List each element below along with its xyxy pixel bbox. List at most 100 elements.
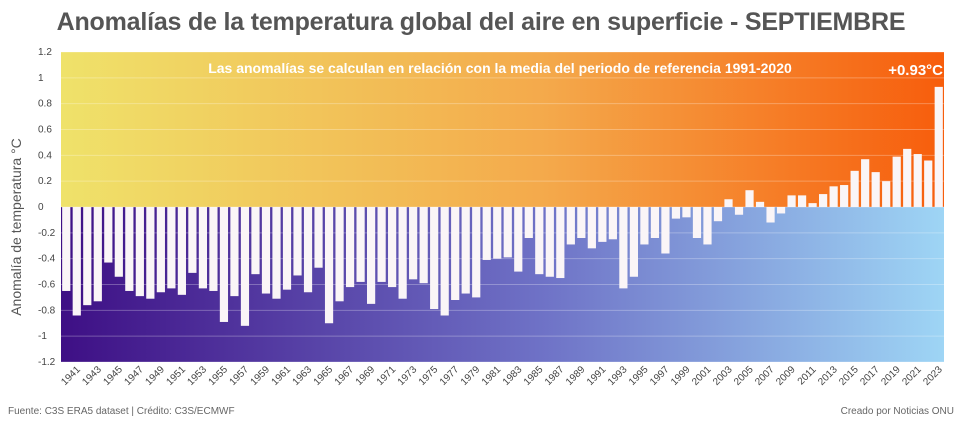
bar-1959: [261, 207, 271, 294]
x-tick-label: 1967: [333, 364, 357, 388]
bar-1985: [535, 207, 544, 275]
bar-1973: [409, 207, 418, 280]
bar-1945: [114, 207, 123, 277]
x-tick-label: 1989: [564, 364, 588, 388]
bar-2007: [766, 207, 775, 223]
x-tick-label: 2009: [774, 364, 798, 388]
x-tick-label: 1985: [522, 364, 546, 388]
x-tick-label: 2005: [732, 364, 756, 388]
x-tick-label: 1959: [249, 364, 273, 388]
bar-1967: [345, 207, 355, 288]
bar-1972: [398, 207, 407, 299]
bar-1955: [219, 207, 229, 322]
bar-2013: [829, 186, 838, 207]
bar-1996: [650, 207, 660, 238]
bar-1977: [451, 207, 460, 300]
y-axis-ticks: -1.2 -1 -0.8 -0.6 -0.4 -0.2 0 0.2 0.4 0.6 0.8 1 1.2: [38, 47, 56, 368]
x-tick-label: 1963: [291, 364, 315, 388]
bar-2006: [755, 201, 765, 207]
bar-1966: [335, 207, 344, 302]
bar-1947: [135, 207, 144, 297]
y-tick-label: 0.6: [38, 125, 52, 136]
x-tick-label: 1973: [396, 364, 420, 388]
x-tick-label: 1971: [375, 364, 399, 388]
bar-1963: [303, 207, 313, 293]
bar-1990: [587, 207, 596, 249]
y-axis-label: Anomalía de temperatura °C: [8, 138, 24, 316]
bar-2008: [776, 207, 786, 214]
x-tick-label: 2021: [900, 364, 924, 388]
bar-2005: [745, 190, 754, 207]
bar-1983: [514, 207, 523, 272]
bar-1970: [377, 207, 386, 282]
bar-1949: [156, 207, 165, 293]
x-tick-label: 1953: [186, 364, 210, 388]
bar-1950: [167, 207, 176, 289]
x-tick-label: 1947: [122, 364, 146, 388]
bar-1964: [314, 207, 323, 268]
bar-1951: [177, 207, 186, 295]
grid-lines: [61, 51, 944, 363]
bar-1982: [503, 207, 512, 258]
y-tick-label: -0.6: [38, 280, 56, 291]
bar-1965: [324, 207, 334, 324]
bar-2022: [924, 160, 933, 207]
x-tick-label: 1945: [101, 364, 125, 388]
bar-1984: [524, 207, 533, 238]
bar-1976: [440, 207, 449, 316]
footer-credit: Creado por Noticias ONU: [840, 406, 954, 417]
chart-title: Anomalías de la temperatura global del a…: [56, 8, 906, 36]
bars: [62, 86, 943, 326]
bar-1995: [640, 207, 649, 245]
x-tick-label: 1951: [164, 364, 188, 388]
y-tick-label: -1.2: [38, 357, 56, 368]
bar-2004: [734, 207, 744, 215]
bar-1980: [482, 207, 491, 260]
x-tick-label: 1987: [543, 364, 567, 388]
x-tick-label: 1949: [143, 364, 167, 388]
bar-1991: [598, 207, 607, 242]
bar-2002: [713, 207, 723, 222]
bar-2021: [913, 154, 922, 207]
y-tick-label: -0.8: [38, 305, 56, 316]
bar-1971: [388, 207, 397, 288]
x-tick-label: 2003: [711, 364, 735, 388]
x-tick-label: 1981: [480, 364, 504, 388]
bar-1993: [619, 207, 628, 289]
bar-1975: [430, 207, 439, 310]
bar-1969: [367, 207, 376, 304]
x-tick-label: 2007: [753, 364, 777, 388]
y-tick-label: 0: [38, 202, 44, 213]
x-tick-label: 1955: [207, 364, 231, 388]
bar-2020: [903, 148, 912, 207]
bar-1957: [240, 207, 250, 326]
y-tick-label: -1: [38, 331, 47, 342]
bar-2009: [787, 195, 796, 207]
y-tick-label: 1.2: [38, 47, 52, 58]
x-axis-ticks: 1941194319451947194919511953195519571959…: [59, 364, 945, 388]
bar-2011: [808, 203, 817, 207]
y-tick-label: 0.4: [38, 150, 52, 161]
x-tick-label: 1993: [606, 364, 630, 388]
x-tick-label: 1957: [228, 364, 252, 388]
bar-2014: [840, 185, 849, 207]
y-tick-label: 0.8: [38, 99, 52, 110]
x-tick-label: 1961: [270, 364, 294, 388]
bar-2000: [692, 207, 702, 238]
bar-2001: [703, 207, 712, 245]
x-tick-label: 1997: [648, 364, 672, 388]
y-tick-label: 1: [38, 73, 44, 84]
x-tick-label: 1977: [438, 364, 462, 388]
bar-1958: [251, 207, 260, 275]
bar-2015: [850, 170, 859, 207]
bar-1943: [93, 207, 102, 302]
x-tick-label: 1995: [627, 364, 651, 388]
bar-1956: [230, 207, 239, 297]
bar-1961: [282, 207, 292, 290]
bar-2019: [892, 156, 901, 207]
cool-background: [61, 207, 944, 362]
chart-subtitle: Las anomalías se calculan en relación co…: [208, 60, 792, 76]
bar-1948: [146, 207, 155, 299]
x-tick-label: 1969: [354, 364, 378, 388]
bar-1942: [83, 207, 92, 306]
